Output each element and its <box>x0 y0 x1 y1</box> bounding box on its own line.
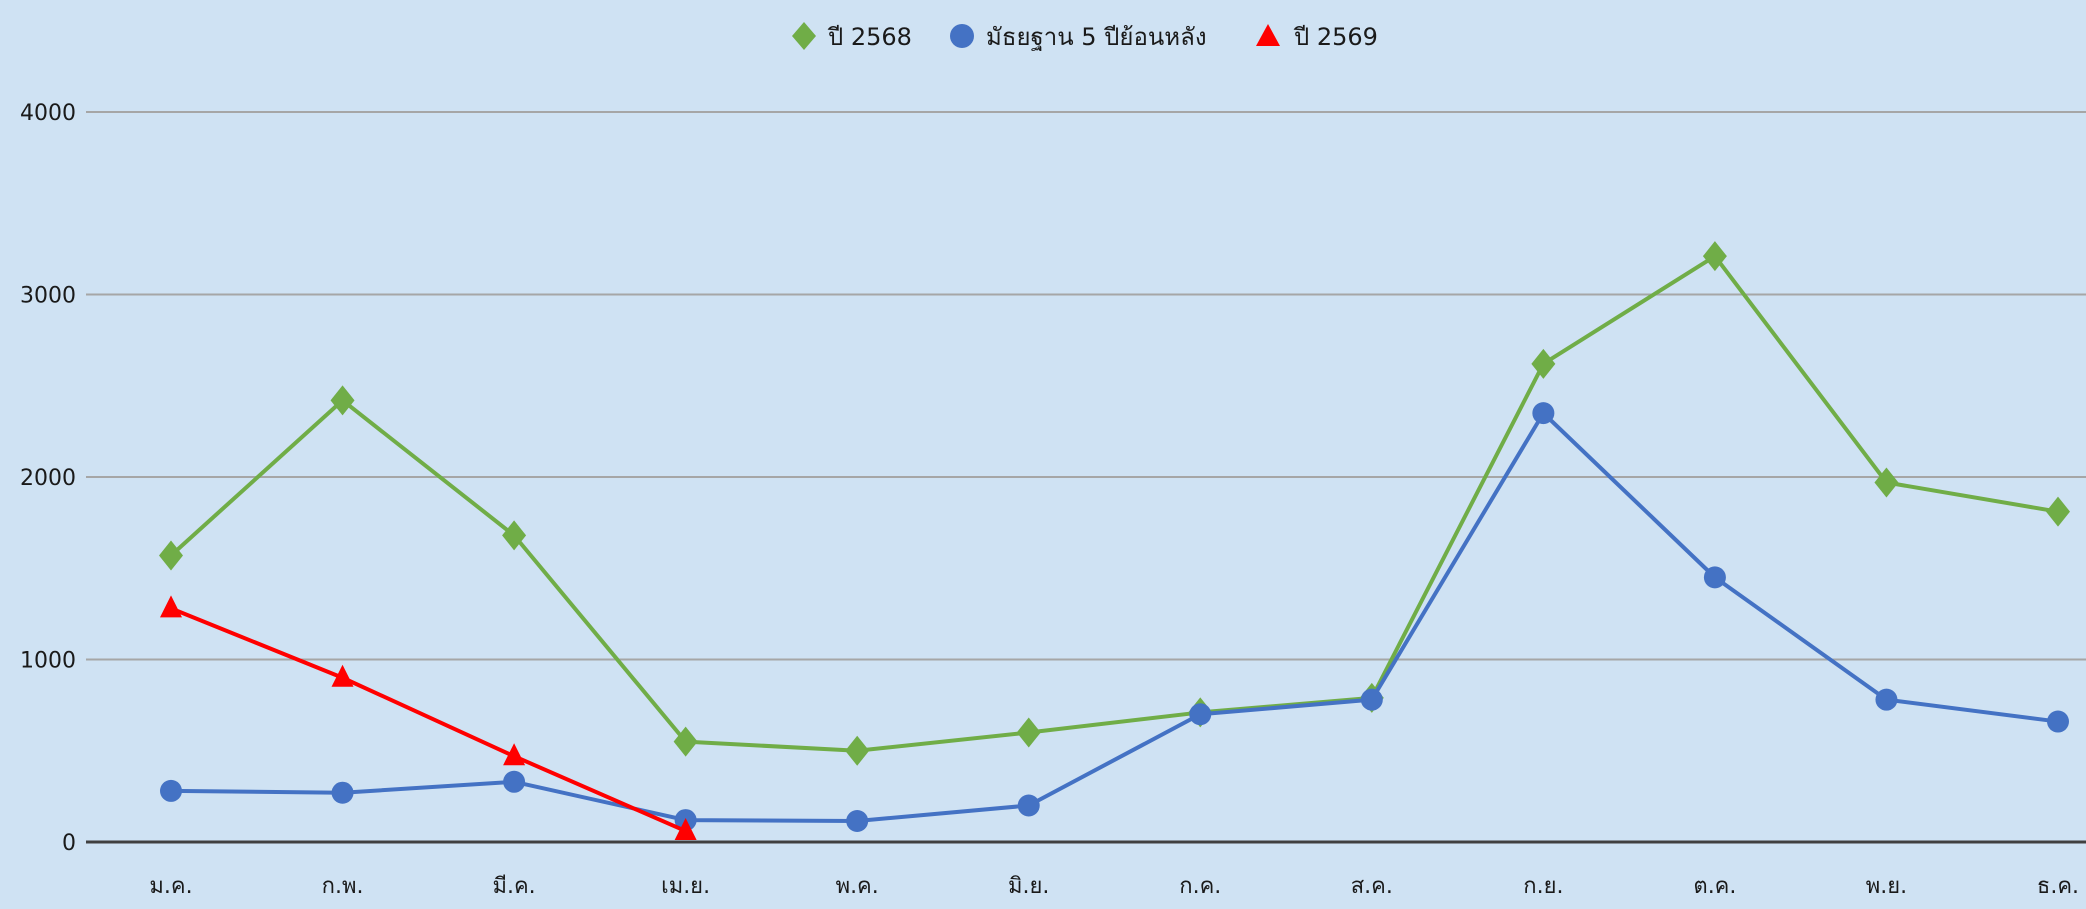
y-axis: 0 1000 2000 3000 4000 <box>20 101 76 856</box>
x-tick-label: ม.ค. <box>149 874 192 899</box>
x-tick-label: ต.ค. <box>1693 874 1736 899</box>
point-series-1-10 <box>1874 467 1899 498</box>
point-series-1-3 <box>673 726 698 757</box>
x-tick-label: ก.ค. <box>1179 874 1221 899</box>
point-series-2-4 <box>846 810 869 833</box>
point-series-1-4 <box>845 735 870 766</box>
legend-triangle-marker <box>1256 24 1280 46</box>
x-tick-label: ส.ค. <box>1351 874 1393 899</box>
legend-item-series-2: มัธยฐาน 5 ปีย้อนหลัง <box>950 23 1207 51</box>
point-series-2-0 <box>160 779 182 802</box>
x-tick-label: มิ.ย. <box>1008 874 1049 899</box>
point-series-2-7 <box>1360 688 1383 711</box>
series-line-1 <box>169 254 2059 753</box>
point-series-2-2 <box>503 770 526 793</box>
series-layer <box>159 241 2070 841</box>
point-series-1-11 <box>2046 496 2070 527</box>
series-line-2 <box>170 411 2059 824</box>
legend-item-series-3: ปี 2569 <box>1256 23 1378 51</box>
point-series-3-3 <box>674 818 697 841</box>
y-tick-label: 1000 <box>20 649 76 674</box>
point-series-2-8 <box>1532 402 1555 425</box>
point-series-1-5 <box>1016 717 1041 748</box>
legend-label-series-3: ปี 2569 <box>1293 23 1378 51</box>
point-series-1-1 <box>330 385 355 416</box>
x-tick-label: ธ.ค. <box>2037 874 2079 899</box>
point-series-1-9 <box>1702 241 1727 272</box>
y-tick-label: 2000 <box>20 466 76 491</box>
x-tick-label: ก.ย. <box>1523 874 1563 899</box>
point-series-2-10 <box>1875 688 1898 711</box>
point-series-3-1 <box>331 664 354 687</box>
point-series-2-11 <box>2047 710 2069 733</box>
legend: ปี 2568 มัธยฐาน 5 ปีย้อนหลัง ปี 2569 <box>792 22 1378 51</box>
y-tick-label: 3000 <box>20 284 76 309</box>
x-axis: ม.ค. ก.พ. มี.ค. เม.ย. พ.ค. มิ.ย. ก.ค. ส.ค. ก.ย. ต… <box>86 840 2086 899</box>
point-series-1-2 <box>502 520 527 551</box>
legend-circle-marker <box>950 24 974 48</box>
point-series-2-1 <box>331 781 354 804</box>
point-series-2-6 <box>1189 703 1212 726</box>
point-series-1-0 <box>159 540 183 571</box>
x-tick-label: ก.พ. <box>322 874 364 899</box>
x-tick-label: พ.ค. <box>836 874 879 899</box>
x-tick-label: มี.ค. <box>492 874 535 899</box>
point-series-3-2 <box>503 743 526 766</box>
legend-label-series-2: มัธยฐาน 5 ปีย้อนหลัง <box>986 23 1207 51</box>
y-tick-label: 4000 <box>20 101 76 126</box>
series-line-3 <box>170 606 687 833</box>
legend-label-series-1: ปี 2568 <box>827 23 912 51</box>
legend-diamond-marker <box>792 22 816 50</box>
point-series-3-0 <box>160 595 182 618</box>
gridlines <box>86 111 2086 661</box>
point-series-2-9 <box>1703 566 1726 589</box>
point-series-1-8 <box>1531 348 1556 379</box>
x-tick-label: พ.ย. <box>1866 874 1907 899</box>
point-series-2-5 <box>1017 794 1040 817</box>
legend-item-series-1: ปี 2568 <box>792 22 912 51</box>
y-tick-label: 0 <box>62 831 76 856</box>
x-tick-label: เม.ย. <box>661 874 710 899</box>
